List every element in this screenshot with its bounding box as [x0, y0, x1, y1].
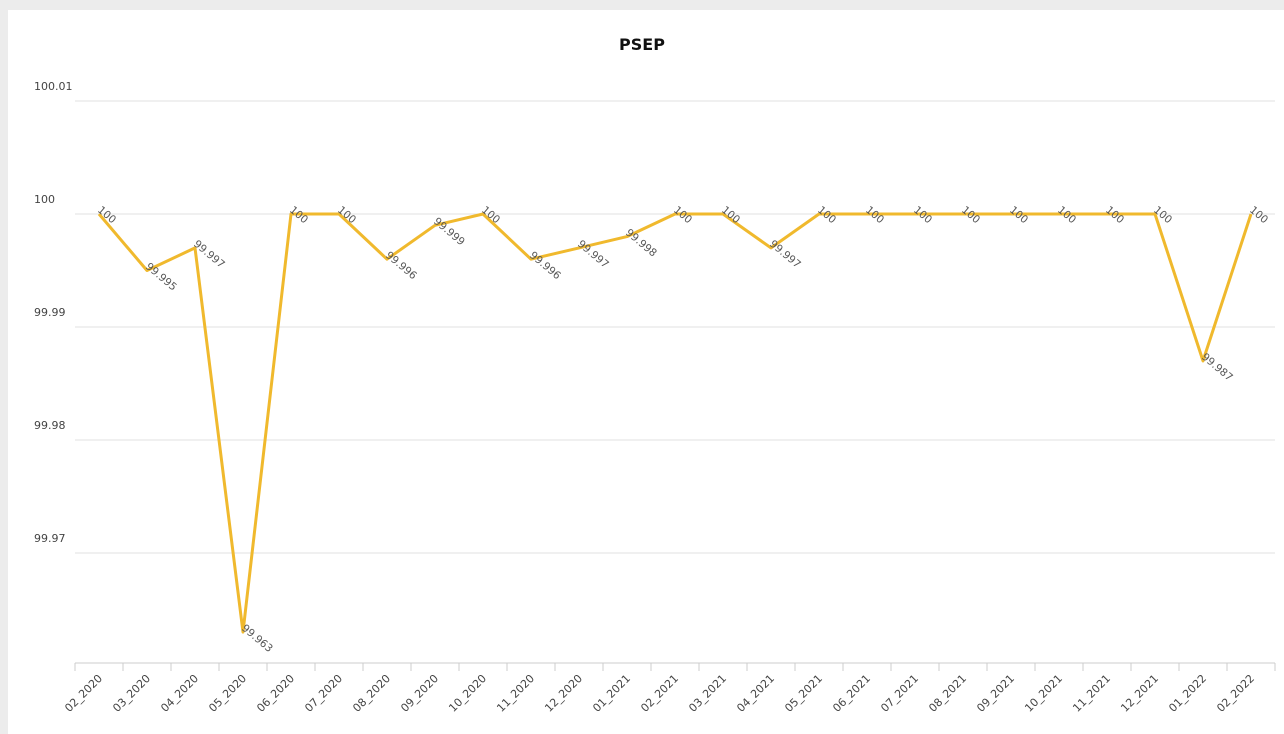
y-tick-label: 99.97 [34, 532, 66, 545]
panel [8, 10, 1284, 734]
y-tick-label: 99.99 [34, 306, 66, 319]
y-tick-label: 100 [34, 193, 55, 206]
y-tick-label: 100.01 [34, 80, 73, 93]
y-tick-label: 99.98 [34, 419, 66, 432]
chart-title: PSEP [619, 35, 665, 54]
line [97, 212, 1253, 634]
